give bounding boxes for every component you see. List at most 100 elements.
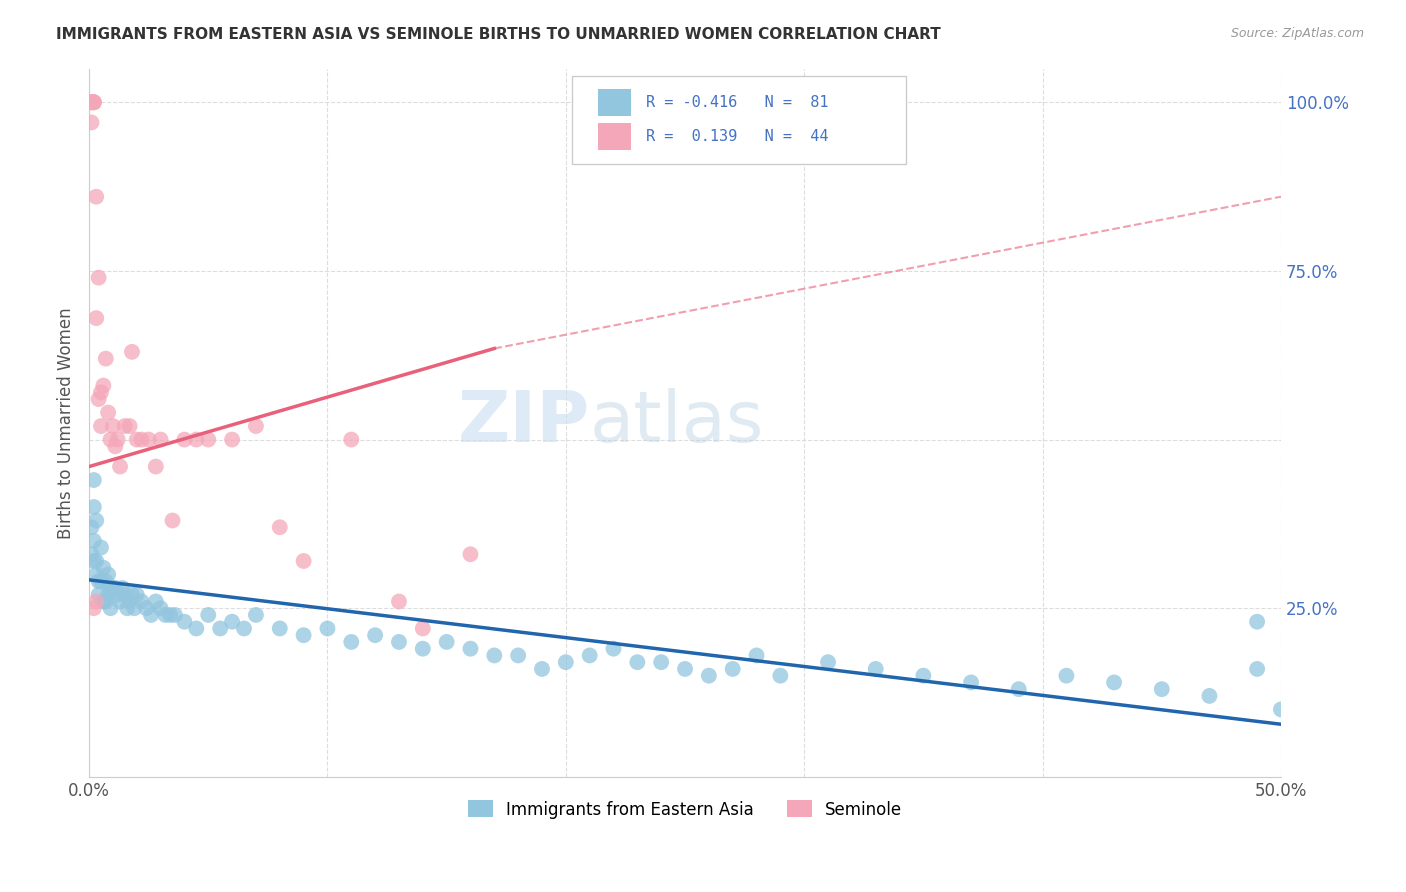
Point: [104, 439, 127, 453]
Point: [125, 588, 148, 602]
Point: [912, 668, 935, 682]
Point: [149, 601, 172, 615]
Point: [131, 433, 153, 447]
Point: [269, 520, 291, 534]
Point: [138, 433, 160, 447]
Point: [316, 622, 339, 636]
Point: [186, 433, 208, 447]
Point: [80, 95, 103, 110]
Point: [412, 641, 434, 656]
Point: [90, 541, 112, 555]
Point: [83, 554, 105, 568]
Point: [340, 635, 363, 649]
Point: [388, 635, 411, 649]
Point: [269, 622, 291, 636]
Point: [155, 607, 177, 622]
Point: [460, 547, 482, 561]
Point: [87, 392, 110, 406]
Point: [108, 594, 131, 608]
Point: [245, 419, 267, 434]
Point: [163, 607, 186, 622]
Point: [83, 95, 105, 110]
Legend: Immigrants from Eastern Asia, Seminole: Immigrants from Eastern Asia, Seminole: [461, 794, 910, 825]
Point: [121, 588, 143, 602]
Point: [173, 615, 195, 629]
Point: [554, 655, 576, 669]
Point: [364, 628, 387, 642]
Text: R =  0.139   N =  44: R = 0.139 N = 44: [645, 129, 828, 144]
Point: [292, 554, 315, 568]
Point: [125, 433, 148, 447]
Point: [245, 607, 267, 622]
Point: [340, 433, 363, 447]
Point: [87, 574, 110, 589]
Point: [94, 594, 117, 608]
Point: [292, 628, 315, 642]
Point: [84, 554, 107, 568]
Point: [139, 607, 162, 622]
Point: [221, 615, 243, 629]
Point: [107, 588, 129, 602]
Point: [80, 95, 103, 110]
Point: [197, 433, 219, 447]
Point: [436, 635, 458, 649]
Text: IMMIGRANTS FROM EASTERN ASIA VS SEMINOLE BIRTHS TO UNMARRIED WOMEN CORRELATION C: IMMIGRANTS FROM EASTERN ASIA VS SEMINOLE…: [56, 27, 941, 42]
Text: R = -0.416   N =  81: R = -0.416 N = 81: [645, 95, 828, 110]
Point: [145, 459, 167, 474]
Point: [118, 594, 141, 608]
Point: [100, 601, 122, 615]
Point: [1246, 615, 1268, 629]
Point: [530, 662, 553, 676]
FancyBboxPatch shape: [598, 123, 631, 150]
FancyBboxPatch shape: [598, 89, 631, 116]
Point: [84, 594, 107, 608]
Point: [124, 601, 146, 615]
Point: [721, 662, 744, 676]
Point: [817, 655, 839, 669]
Text: ZIP: ZIP: [457, 388, 589, 458]
Point: [1246, 662, 1268, 676]
Point: [626, 655, 648, 669]
Point: [94, 574, 117, 589]
Point: [101, 419, 124, 434]
Point: [100, 433, 122, 447]
Point: [121, 344, 143, 359]
Point: [107, 433, 129, 447]
Point: [97, 406, 120, 420]
Point: [865, 662, 887, 676]
Point: [412, 622, 434, 636]
FancyBboxPatch shape: [572, 76, 905, 164]
Text: atlas: atlas: [589, 388, 763, 458]
Point: [87, 270, 110, 285]
Point: [104, 581, 127, 595]
Point: [162, 514, 184, 528]
Point: [673, 662, 696, 676]
Point: [118, 419, 141, 434]
Point: [83, 533, 105, 548]
Point: [114, 588, 136, 602]
Point: [93, 560, 115, 574]
Point: [93, 378, 115, 392]
Point: [80, 547, 103, 561]
Point: [769, 668, 792, 682]
Point: [1054, 668, 1077, 682]
Point: [90, 419, 112, 434]
Point: [1198, 689, 1220, 703]
Point: [90, 574, 112, 589]
Point: [84, 190, 107, 204]
Point: [84, 514, 107, 528]
Point: [84, 567, 107, 582]
Point: [80, 520, 103, 534]
Point: [209, 622, 232, 636]
Point: [135, 601, 157, 615]
Point: [90, 385, 112, 400]
Point: [145, 594, 167, 608]
Point: [100, 581, 122, 595]
Point: [83, 473, 105, 487]
Point: [84, 311, 107, 326]
Point: [93, 594, 115, 608]
Point: [83, 500, 105, 514]
Point: [159, 607, 181, 622]
Point: [131, 594, 153, 608]
Point: [484, 648, 506, 663]
